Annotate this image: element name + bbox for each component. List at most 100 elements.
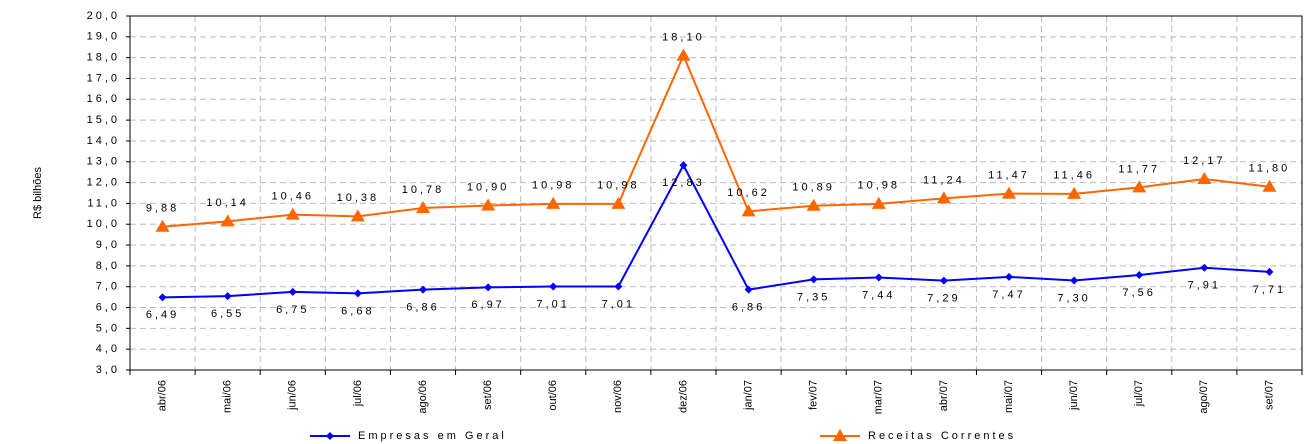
point [326, 432, 334, 440]
y-tick-label: 8,0 [96, 260, 120, 272]
point [871, 196, 886, 209]
point [833, 429, 847, 441]
point [936, 191, 951, 204]
y-tick-label: 6,0 [96, 301, 120, 313]
series-line [162, 163, 1270, 299]
value-label: 6,75 [276, 304, 309, 316]
y-tick-label: 15,0 [87, 114, 120, 126]
point [1262, 179, 1277, 192]
value-label: 10,14 [206, 197, 249, 209]
x-tick-label: out/06 [547, 380, 559, 411]
x-tick-label: fev/07 [808, 380, 820, 410]
x-tick-label: mai/06 [222, 380, 234, 413]
x-tick-label: ago/07 [1198, 380, 1210, 414]
point [220, 214, 235, 227]
point [1070, 276, 1079, 285]
y-tick-label: 18,0 [87, 52, 120, 64]
point [416, 200, 430, 213]
point [546, 196, 561, 209]
y-tick-label: 9,0 [96, 239, 120, 251]
point [679, 161, 688, 170]
point [611, 196, 626, 209]
y-tick-label: 10,0 [87, 218, 120, 230]
point [676, 48, 691, 61]
point [288, 287, 297, 296]
point [809, 275, 818, 284]
point [1200, 263, 1209, 272]
point [1005, 272, 1013, 281]
value-label: 7,35 [797, 291, 830, 303]
x-tick-label: set/07 [1263, 380, 1275, 410]
value-label: 6,49 [146, 309, 179, 321]
value-label: 7,01 [537, 298, 570, 310]
point [481, 198, 496, 211]
value-label: 10,98 [532, 180, 575, 192]
point [285, 207, 300, 220]
point [874, 273, 883, 282]
y-tick-label: 4,0 [96, 343, 120, 355]
value-label: 12,17 [1183, 155, 1226, 167]
legend-label: Empresas em Geral [358, 430, 507, 442]
x-tick-label: jun/06 [287, 380, 299, 411]
point [1067, 186, 1082, 199]
x-tick-label: dez/06 [677, 380, 689, 413]
x-tick-label: jun/07 [1068, 380, 1080, 411]
x-tick-label: jul/06 [352, 380, 364, 407]
value-label: 10,38 [337, 192, 380, 204]
value-label: 7,91 [1188, 280, 1221, 292]
y-tick-label: 16,0 [87, 93, 120, 105]
point [806, 198, 821, 211]
value-label: 6,86 [732, 302, 765, 314]
value-label: 7,30 [1057, 292, 1090, 304]
y-tick-label: 20,0 [87, 10, 120, 22]
value-label: 9,88 [146, 203, 179, 215]
value-label: 6,86 [406, 302, 439, 314]
value-label: 11,77 [1118, 163, 1160, 175]
value-label: 10,98 [858, 180, 901, 192]
point [1135, 271, 1144, 280]
point [350, 209, 365, 222]
value-label: 7,44 [862, 289, 895, 301]
y-tick-label: 14,0 [87, 135, 120, 147]
value-label: 12,83 [662, 177, 705, 189]
series-line [162, 53, 1270, 228]
value-label: 6,68 [341, 305, 374, 317]
value-label: 10,62 [727, 187, 770, 199]
legend-label: Receitas Correntes [868, 430, 1016, 442]
x-tick-label: abr/06 [156, 380, 168, 411]
y-tick-label: 17,0 [87, 72, 120, 84]
value-label: 10,46 [272, 191, 315, 203]
value-label: 7,71 [1253, 284, 1286, 296]
value-label: 10,89 [792, 182, 835, 194]
value-label: 11,46 [1053, 170, 1095, 182]
x-tick-label: nov/06 [612, 380, 624, 413]
point [1265, 267, 1274, 276]
x-tick-label: mai/07 [1003, 380, 1015, 413]
value-label: 11,47 [988, 170, 1030, 182]
y-tick-label: 11,0 [87, 197, 120, 209]
value-label: 18,10 [662, 31, 705, 43]
value-label: 6,55 [211, 308, 244, 320]
point [1132, 180, 1147, 193]
x-tick-label: abr/07 [938, 380, 950, 411]
x-tick-label: jan/07 [742, 380, 754, 411]
point [155, 219, 170, 232]
y-axis-label: R$ bilhões [32, 167, 44, 219]
x-tick-label: set/06 [482, 380, 494, 410]
value-label: 10,90 [467, 181, 510, 193]
value-label: 11,80 [1249, 163, 1291, 175]
point [1197, 172, 1212, 185]
point [419, 285, 427, 294]
value-label: 10,98 [597, 180, 640, 192]
point [353, 289, 362, 298]
value-label: 10,78 [402, 184, 445, 196]
value-label: 7,56 [1123, 287, 1156, 299]
x-tick-label: mar/07 [873, 380, 885, 414]
y-tick-label: 7,0 [96, 281, 120, 293]
point [549, 282, 558, 291]
plot-frame [129, 15, 1303, 371]
point [158, 293, 167, 302]
x-tick-label: ago/06 [417, 380, 429, 414]
point [223, 292, 232, 301]
